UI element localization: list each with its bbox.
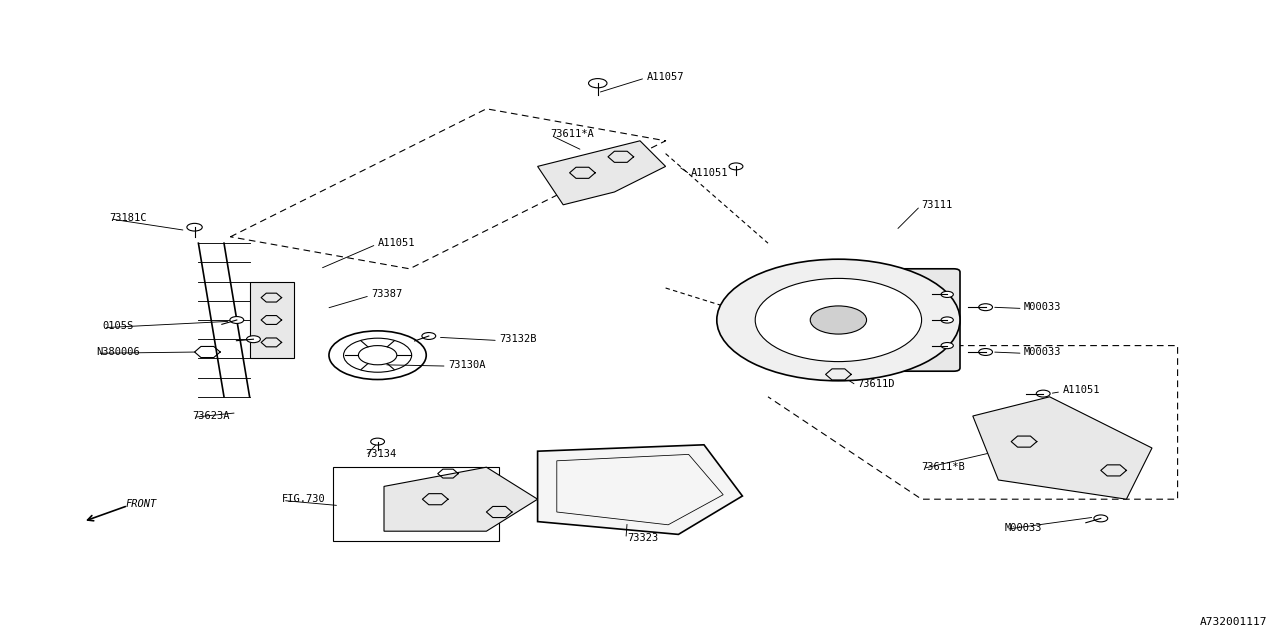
Circle shape [717, 259, 960, 381]
Circle shape [589, 79, 607, 88]
Text: 73387: 73387 [371, 289, 402, 300]
Circle shape [247, 336, 260, 342]
Polygon shape [973, 397, 1152, 499]
Text: 73611D: 73611D [858, 379, 895, 389]
Text: A11057: A11057 [646, 72, 684, 82]
Text: 73323: 73323 [627, 532, 658, 543]
Text: FRONT: FRONT [125, 499, 156, 509]
Text: 73130A: 73130A [448, 360, 485, 370]
Circle shape [1094, 515, 1107, 522]
Text: M00033: M00033 [1024, 347, 1061, 357]
Circle shape [941, 317, 954, 323]
Text: 73611*B: 73611*B [922, 462, 965, 472]
Bar [250, 282, 294, 358]
Text: N380006: N380006 [96, 347, 140, 357]
Text: 73611*A: 73611*A [550, 129, 594, 140]
Circle shape [755, 278, 922, 362]
Polygon shape [384, 467, 538, 531]
Text: A11051: A11051 [691, 168, 728, 178]
Polygon shape [538, 445, 742, 534]
Text: FIG.730: FIG.730 [282, 494, 325, 504]
Circle shape [422, 333, 435, 339]
Text: A732001117: A732001117 [1199, 617, 1267, 627]
Circle shape [730, 163, 742, 170]
Bar [333, 467, 499, 541]
Circle shape [187, 223, 202, 231]
Text: 73111: 73111 [922, 200, 952, 210]
Text: A11051: A11051 [378, 238, 415, 248]
Text: 73623A: 73623A [192, 411, 229, 421]
Text: M00033: M00033 [1005, 523, 1042, 533]
Text: 73134: 73134 [365, 449, 396, 460]
Text: 73132B: 73132B [499, 334, 536, 344]
Text: A11051: A11051 [1062, 385, 1100, 396]
Circle shape [810, 306, 867, 334]
Text: 0105S: 0105S [102, 321, 133, 332]
Circle shape [230, 317, 243, 323]
FancyBboxPatch shape [819, 269, 960, 371]
Polygon shape [538, 141, 666, 205]
Circle shape [979, 349, 992, 355]
Circle shape [371, 438, 384, 445]
Circle shape [358, 346, 397, 365]
Text: 73181C: 73181C [109, 212, 146, 223]
Circle shape [941, 342, 954, 349]
Circle shape [1037, 390, 1050, 397]
Circle shape [979, 304, 992, 310]
Circle shape [941, 291, 954, 298]
Text: M00033: M00033 [1024, 302, 1061, 312]
